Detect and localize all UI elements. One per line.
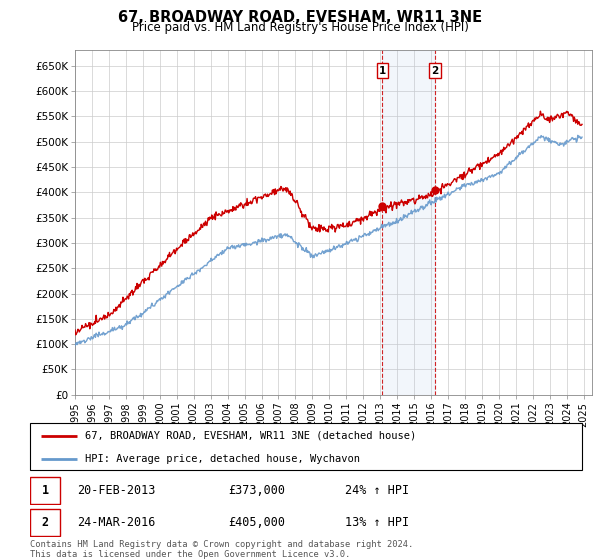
Text: £405,000: £405,000 (229, 516, 286, 529)
FancyBboxPatch shape (30, 478, 61, 503)
Text: 67, BROADWAY ROAD, EVESHAM, WR11 3NE: 67, BROADWAY ROAD, EVESHAM, WR11 3NE (118, 10, 482, 25)
Text: 1: 1 (41, 484, 49, 497)
Text: 24-MAR-2016: 24-MAR-2016 (77, 516, 155, 529)
FancyBboxPatch shape (30, 510, 61, 535)
Text: Contains HM Land Registry data © Crown copyright and database right 2024.
This d: Contains HM Land Registry data © Crown c… (30, 540, 413, 559)
Text: HPI: Average price, detached house, Wychavon: HPI: Average price, detached house, Wych… (85, 455, 360, 464)
Text: 2: 2 (41, 516, 49, 529)
Text: 24% ↑ HPI: 24% ↑ HPI (344, 484, 409, 497)
Bar (382, 50, 435, 395)
Text: £373,000: £373,000 (229, 484, 286, 497)
Text: 2: 2 (431, 66, 439, 76)
Text: 13% ↑ HPI: 13% ↑ HPI (344, 516, 409, 529)
Text: 20-FEB-2013: 20-FEB-2013 (77, 484, 155, 497)
Text: 1: 1 (379, 66, 386, 76)
Text: Price paid vs. HM Land Registry's House Price Index (HPI): Price paid vs. HM Land Registry's House … (131, 21, 469, 34)
FancyBboxPatch shape (30, 423, 582, 470)
Text: 67, BROADWAY ROAD, EVESHAM, WR11 3NE (detached house): 67, BROADWAY ROAD, EVESHAM, WR11 3NE (de… (85, 431, 416, 441)
